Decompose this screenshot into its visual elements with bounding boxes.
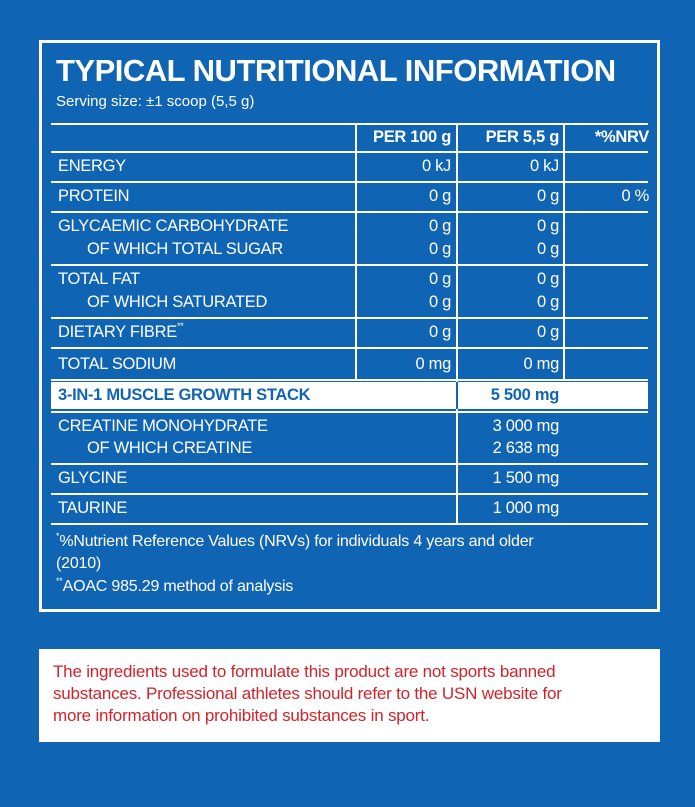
column-divider bbox=[456, 382, 458, 409]
rule bbox=[51, 264, 648, 266]
rule bbox=[51, 379, 648, 381]
row-label-stack: 3-IN-1 MUSCLE GROWTH STACK bbox=[58, 386, 311, 404]
rule bbox=[51, 493, 648, 495]
energy-per-100g: 0 kJ bbox=[421, 157, 451, 175]
protein-per-serving: 0 g bbox=[536, 187, 559, 205]
row-label-sodium: TOTAL SODIUM bbox=[58, 355, 177, 373]
row-label-protein: PROTEIN bbox=[58, 187, 130, 205]
warning-line: substances. Professional athletes should… bbox=[53, 684, 562, 703]
footnote-nrv-text: %Nutrient Reference Values (NRVs) for in… bbox=[59, 533, 534, 550]
row-label-glycine: GLYCINE bbox=[58, 469, 128, 487]
protein-per-100g: 0 g bbox=[428, 187, 451, 205]
saturated-per-100g: 0 g bbox=[428, 293, 451, 311]
warning-line: more information on prohibited substance… bbox=[53, 706, 430, 725]
fibre-label: DIETARY FIBRE bbox=[58, 323, 177, 341]
rule bbox=[51, 317, 648, 319]
footnote-nrv: *%Nutrient Reference Values (NRVs) for i… bbox=[56, 531, 534, 553]
column-divider bbox=[456, 123, 458, 523]
creatine-mono-per-serving: 3 000 mg bbox=[492, 417, 560, 435]
footnote-aoac-text: AOAC 985.29 method of analysis bbox=[62, 578, 294, 595]
rule bbox=[51, 347, 648, 349]
rule bbox=[51, 211, 648, 213]
rule bbox=[51, 151, 648, 153]
glycine-per-serving: 1 500 mg bbox=[492, 469, 560, 487]
row-label-taurine: TAURINE bbox=[58, 499, 128, 517]
rule bbox=[51, 123, 648, 125]
footnote-mark: ** bbox=[56, 576, 63, 586]
warning-line: The ingredients used to formulate this p… bbox=[53, 662, 556, 681]
fibre-per-100g: 0 g bbox=[428, 323, 451, 341]
row-label-sugar: OF WHICH TOTAL SUGAR bbox=[87, 240, 283, 258]
nutrition-panel: TYPICAL NUTRITIONAL INFORMATION Serving … bbox=[39, 40, 660, 612]
carb-per-100g: 0 g bbox=[428, 217, 451, 235]
row-label-fibre: DIETARY FIBRE** bbox=[58, 321, 184, 343]
fat-per-serving: 0 g bbox=[536, 270, 559, 288]
footnote-mark: * bbox=[56, 531, 60, 541]
sodium-per-100g: 0 mg bbox=[415, 355, 452, 373]
sports-warning-box: The ingredients used to formulate this p… bbox=[39, 649, 660, 742]
stack-highlight-row: 3-IN-1 MUSCLE GROWTH STACK 5 500 mg bbox=[51, 382, 648, 409]
protein-nrv: 0 % bbox=[621, 187, 649, 205]
row-label-carbohydrate: GLYCAEMIC CARBOHYDRATE bbox=[58, 217, 289, 235]
fat-per-100g: 0 g bbox=[428, 270, 451, 288]
header-per-serving: PER 5,5 g bbox=[485, 128, 560, 146]
carb-per-serving: 0 g bbox=[536, 217, 559, 235]
creatine-per-serving: 2 638 mg bbox=[492, 439, 560, 457]
serving-size: Serving size: ±1 scoop (5,5 g) bbox=[56, 93, 255, 110]
sodium-per-serving: 0 mg bbox=[523, 355, 560, 373]
rule bbox=[51, 181, 648, 183]
fibre-per-serving: 0 g bbox=[536, 323, 559, 341]
header-per-100g: PER 100 g bbox=[372, 128, 451, 146]
sugar-per-serving: 0 g bbox=[536, 240, 559, 258]
header-nrv: *%NRV bbox=[594, 128, 649, 146]
row-label-energy: ENERGY bbox=[58, 157, 126, 175]
energy-per-serving: 0 kJ bbox=[529, 157, 559, 175]
rule bbox=[51, 411, 648, 413]
row-label-total-fat: TOTAL FAT bbox=[58, 270, 140, 288]
row-label-saturated: OF WHICH SATURATED bbox=[87, 293, 268, 311]
saturated-per-serving: 0 g bbox=[536, 293, 559, 311]
panel-title: TYPICAL NUTRITIONAL INFORMATION bbox=[56, 53, 616, 88]
column-divider bbox=[563, 123, 565, 379]
footnote-nrv-year: (2010) bbox=[56, 555, 102, 572]
column-divider bbox=[355, 123, 357, 379]
sugar-per-100g: 0 g bbox=[428, 240, 451, 258]
fibre-footnote-mark: ** bbox=[176, 321, 184, 331]
rule bbox=[51, 523, 648, 525]
row-label-creatine: OF WHICH CREATINE bbox=[87, 439, 253, 457]
stack-per-serving: 5 500 mg bbox=[490, 386, 560, 404]
taurine-per-serving: 1 000 mg bbox=[492, 499, 560, 517]
rule bbox=[51, 463, 648, 465]
footnote-aoac: **AOAC 985.29 method of analysis bbox=[56, 576, 293, 598]
row-label-creatine-monohydrate: CREATINE MONOHYDRATE bbox=[58, 417, 268, 435]
